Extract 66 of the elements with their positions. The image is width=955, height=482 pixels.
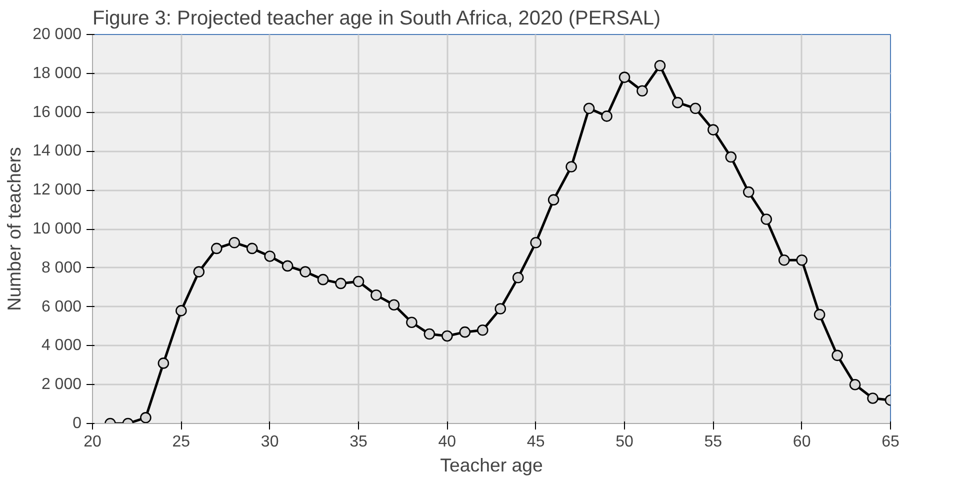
- point: [512, 272, 524, 284]
- point: [193, 266, 205, 278]
- point: [672, 96, 684, 108]
- x-tick-label: 50: [616, 434, 634, 450]
- point: [210, 242, 222, 254]
- point: [708, 124, 719, 136]
- y-tick-label: 2 000: [41, 376, 82, 394]
- point: [583, 102, 595, 114]
- x-tick-label: 40: [438, 434, 456, 450]
- y-tick-label: 14 000: [32, 142, 82, 160]
- y-tick-label: 16 000: [32, 104, 82, 121]
- x-tick-label: 55: [704, 434, 722, 450]
- y-tick-label: 4 000: [41, 337, 82, 354]
- y-tick-label: 18 000: [32, 64, 82, 82]
- point: [832, 350, 843, 362]
- y-tick-label: 8 000: [41, 259, 82, 276]
- point: [760, 214, 772, 225]
- point: [335, 278, 346, 290]
- point: [459, 326, 471, 338]
- point: [742, 186, 754, 198]
- point: [442, 330, 453, 342]
- x-tick-label: 35: [350, 434, 368, 450]
- x-tick-label: 20: [84, 434, 102, 450]
- point: [867, 392, 878, 404]
- point: [406, 316, 418, 328]
- point: [725, 151, 737, 163]
- y-tick-label: 12 000: [32, 182, 82, 199]
- x-tick-label: 30: [260, 434, 279, 450]
- y-axis-title: Number of teachers: [4, 147, 25, 311]
- point: [530, 236, 542, 248]
- point: [636, 85, 648, 97]
- point: [317, 274, 329, 286]
- point: [176, 305, 187, 316]
- point: [352, 276, 364, 288]
- point: [849, 378, 861, 390]
- point: [618, 72, 630, 83]
- point: [494, 303, 506, 314]
- point: [601, 110, 612, 122]
- point: [264, 250, 276, 262]
- point: [140, 412, 152, 424]
- chart-title: Figure 3: Projected teacher age in South Africa, 2020 (PERSAL): [92, 8, 661, 30]
- point: [796, 254, 808, 266]
- x-tick-label: 60: [792, 434, 811, 450]
- point: [370, 289, 382, 301]
- point: [300, 266, 311, 278]
- y-tick-label: 10 000: [32, 220, 82, 238]
- point: [548, 194, 560, 206]
- point: [246, 242, 258, 254]
- y-tick-label: 6 000: [41, 298, 82, 316]
- point: [424, 328, 436, 340]
- point: [228, 236, 240, 248]
- point: [778, 254, 790, 266]
- point: [476, 324, 488, 336]
- point: [814, 308, 826, 320]
- point: [654, 60, 666, 72]
- point: [690, 102, 702, 114]
- x-axis-title: Teacher age: [440, 454, 543, 476]
- point: [282, 260, 294, 272]
- y-tick-label: 20 000: [32, 26, 82, 43]
- point: [388, 299, 400, 310]
- y-tick-label: 0: [72, 415, 82, 432]
- x-tick-label: 25: [172, 434, 190, 450]
- point: [566, 161, 577, 172]
- x-tick-label: 65: [882, 434, 900, 450]
- x-tick-label: 45: [526, 434, 545, 450]
- point: [158, 358, 170, 369]
